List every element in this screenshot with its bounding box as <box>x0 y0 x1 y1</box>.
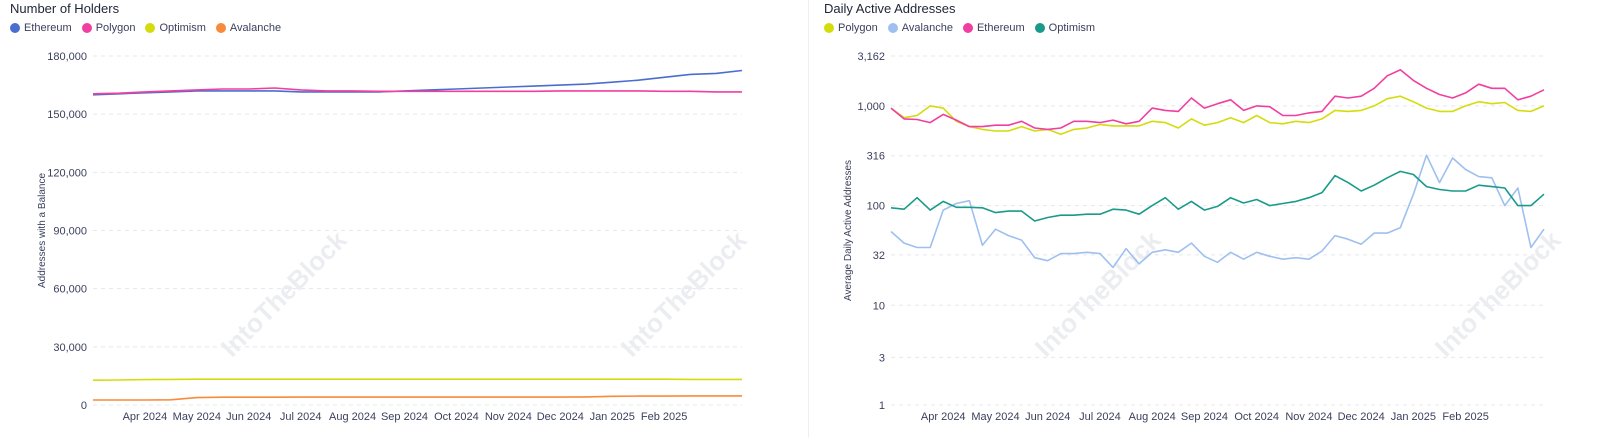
x-tick-label: Jul 2024 <box>1079 411 1121 423</box>
x-tick-label: Aug 2024 <box>1129 411 1176 423</box>
y-tick-label: 60,000 <box>53 284 87 296</box>
x-tick-label: Jun 2024 <box>226 411 271 423</box>
y-tick-label: 32 <box>873 250 885 262</box>
y-tick-label: 1 <box>879 400 885 412</box>
legend-label: Polygon <box>95 22 136 34</box>
legend-item-ethereum[interactable]: Ethereum <box>962 22 1025 34</box>
legend-label: Optimism <box>1048 22 1096 34</box>
x-tick-label: Oct 2024 <box>1234 411 1279 423</box>
series-line-ethereum <box>92 69 743 96</box>
y-tick-label: 1,000 <box>857 101 885 113</box>
y-tick-label: 3,162 <box>857 51 885 63</box>
legend-label: Ethereum <box>24 22 72 34</box>
x-tick-label: Sep 2024 <box>1181 411 1228 423</box>
series-line-optimism <box>890 170 1545 222</box>
x-tick-label: Nov 2024 <box>1285 411 1332 423</box>
y-axis-title: Addresses with a Balance <box>37 173 48 289</box>
chart-legend: Polygon Avalanche Ethereum Optimism <box>824 22 1095 34</box>
series-line-avalanche <box>890 154 1545 269</box>
y-tick-label: 180,000 <box>47 51 87 63</box>
x-tick-label: Jan 2025 <box>590 411 635 423</box>
legend-dot <box>215 23 226 33</box>
x-tick-label: Feb 2025 <box>1442 411 1488 423</box>
x-tick-label: Dec 2024 <box>1338 411 1385 423</box>
series-line-ethereum <box>890 69 1545 131</box>
legend-item-avalanche[interactable]: Avalanche <box>887 22 953 34</box>
legend-item-polygon[interactable]: Polygon <box>824 22 878 34</box>
y-tick-label: 10 <box>873 300 885 312</box>
legend-label: Ethereum <box>976 22 1025 34</box>
chart-title: Daily Active Addresses <box>824 1 956 16</box>
chart-title: Number of Holders <box>10 1 120 16</box>
active-addresses-chart-panel: Daily Active Addresses Polygon Avalanche… <box>814 0 1600 437</box>
x-tick-label: Apr 2024 <box>921 411 966 423</box>
x-tick-label: Dec 2024 <box>537 411 584 423</box>
y-tick-label: 120,000 <box>47 167 87 179</box>
x-tick-label: Aug 2024 <box>329 411 376 423</box>
legend-item-avalanche[interactable]: Avalanche <box>215 22 282 34</box>
watermark-text: IntoTheBlock <box>1029 224 1167 362</box>
y-tick-label: 316 <box>867 151 885 163</box>
watermark-text: IntoTheBlock <box>1429 224 1567 362</box>
legend-item-optimism[interactable]: Optimism <box>1034 22 1096 34</box>
series-line-optimism <box>92 378 742 381</box>
legend-label: Avalanche <box>229 22 282 34</box>
y-tick-label: 3 <box>879 352 885 364</box>
chart-legend: Ethereum Polygon Optimism Avalanche <box>10 22 281 34</box>
y-tick-label: 150,000 <box>47 109 87 121</box>
legend-label: Polygon <box>838 22 878 34</box>
legend-dot <box>824 23 834 33</box>
y-tick-label: 90,000 <box>53 226 87 238</box>
legend-dot <box>10 23 20 33</box>
x-tick-label: Oct 2024 <box>434 411 479 423</box>
y-tick-label: 0 <box>81 400 87 412</box>
x-tick-label: Jan 2025 <box>1391 411 1436 423</box>
legend-dot <box>81 23 92 33</box>
x-tick-label: Feb 2025 <box>641 411 687 423</box>
legend-dot <box>1034 23 1045 33</box>
y-tick-label: 100 <box>867 201 885 213</box>
x-tick-label: May 2024 <box>173 411 221 423</box>
watermark-text: IntoTheBlock <box>615 224 753 362</box>
active-addresses-chart-svg: IntoTheBlock IntoTheBlock 1 3 10 32 100 316 1,00… <box>843 51 1567 423</box>
x-tick-label: Nov 2024 <box>485 411 532 423</box>
holders-chart-panel: Number of Holders Ethereum Polygon Optim… <box>10 1 753 423</box>
x-tick-label: Sep 2024 <box>381 411 428 423</box>
series-line-avalanche <box>93 395 742 401</box>
legend-dot <box>145 23 156 33</box>
watermark-text: IntoTheBlock <box>215 224 353 362</box>
legend-item-ethereum[interactable]: Ethereum <box>10 22 72 34</box>
x-tick-label: Apr 2024 <box>123 411 168 423</box>
legend-dot <box>962 23 973 33</box>
series-line-polygon <box>890 95 1545 135</box>
legend-dot <box>887 23 898 33</box>
legend-item-optimism[interactable]: Optimism <box>145 22 206 34</box>
legend-item-polygon[interactable]: Polygon <box>81 22 136 34</box>
panel-divider <box>808 0 809 437</box>
legend-label: Avalanche <box>901 22 953 34</box>
y-axis-title: Average Daily Active Addresses <box>843 160 854 301</box>
x-tick-label: Jun 2024 <box>1025 411 1070 423</box>
y-tick-label: 30,000 <box>53 342 87 354</box>
legend-label: Optimism <box>159 22 206 34</box>
x-tick-label: May 2024 <box>971 411 1019 423</box>
x-tick-label: Jul 2024 <box>280 411 322 423</box>
series-line-polygon <box>92 87 742 95</box>
holders-chart-svg: IntoTheBlock IntoTheBlock 0 30,000 60,000 90,… <box>37 51 753 423</box>
